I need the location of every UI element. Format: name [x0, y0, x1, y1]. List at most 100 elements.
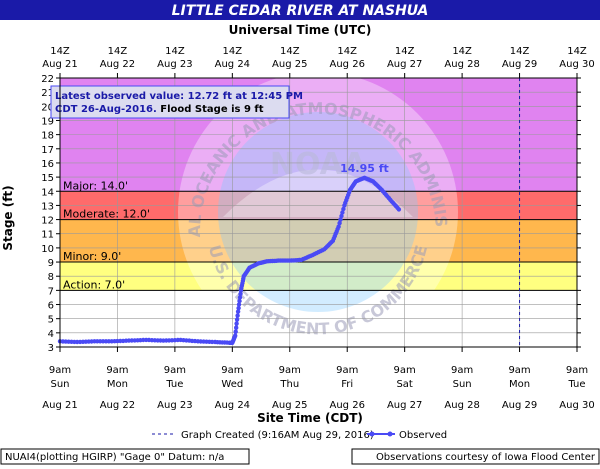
- x-tick-date: Aug 28: [444, 400, 479, 411]
- top-tick-time: 14Z: [223, 46, 243, 57]
- footer-right-box: [351, 448, 600, 465]
- x-tick-weekday: Sat: [396, 379, 412, 390]
- x-tick-time: 9am: [49, 365, 71, 376]
- category-label-major: Major: 14.0': [63, 179, 128, 192]
- info-box-frame: [50, 85, 290, 119]
- top-tick-date: Aug 22: [100, 59, 135, 70]
- legend-observed-marker: [369, 431, 375, 437]
- top-tick-time: 14Z: [108, 46, 128, 57]
- x-tick-date: Aug 25: [272, 400, 307, 411]
- x-tick-time: 9am: [451, 365, 473, 376]
- title-banner: [0, 0, 600, 20]
- x-tick-date: Aug 26: [330, 400, 365, 411]
- x-tick-date: Aug 24: [215, 400, 250, 411]
- info-flood-stage: CDT 26-Aug-2016. Flood Stage is 9 ft: [55, 104, 264, 115]
- x-tick-date: Aug 27: [387, 400, 422, 411]
- series-layer: 14.95 ft: [57, 162, 402, 345]
- observed-point: [236, 305, 241, 311]
- observed-point: [238, 291, 243, 297]
- info-latest-value: Latest observed value: 12.72 ft at 12:45…: [55, 91, 303, 102]
- observed-point: [233, 333, 238, 338]
- y-tick-label: 4: [48, 329, 54, 340]
- watermark-logo-text: NOAA: [270, 147, 367, 182]
- x-tick-time: 9am: [508, 365, 530, 376]
- x-tick-labels: 9am Sun Aug 21 9am Mon Aug 22 9am Tue Aug 23 9am W…: [42, 46, 594, 411]
- plot-frame: [59, 77, 578, 348]
- observed-point: [341, 206, 346, 212]
- x-tick-weekday: Fri: [341, 379, 353, 390]
- category-label-moderate: Moderate: 12.0': [63, 208, 150, 221]
- y-tick-label: 15: [41, 173, 54, 184]
- y-tick-label: 8: [48, 272, 54, 283]
- legend-created-label: Graph Created (9:16AM Aug 29, 2016): [181, 430, 374, 441]
- top-tick-date: Aug 29: [502, 59, 537, 70]
- footer-left-box: [0, 448, 250, 465]
- legend-observed-marker: [387, 431, 393, 437]
- observed-point: [236, 302, 242, 307]
- category-label-action: Action: 7.0': [63, 278, 125, 291]
- observed-point: [338, 217, 343, 222]
- y-tick-label: 9: [48, 258, 54, 269]
- x-tick-date: Aug 30: [559, 400, 594, 411]
- x-tick-date: Aug 21: [42, 400, 77, 411]
- flood-category-labels: Major: 14.0' Moderate: 12.0' Minor: 9.0' Ac…: [63, 179, 150, 291]
- x-tick-time: 9am: [221, 365, 243, 376]
- x-tick-time: 9am: [336, 365, 358, 376]
- x-tick-time: 9am: [394, 365, 416, 376]
- top-tick-time: 14Z: [50, 46, 70, 57]
- top-tick-date: Aug 25: [272, 59, 307, 70]
- top-tick-time: 14Z: [452, 46, 472, 57]
- top-tick-time: 14Z: [165, 46, 185, 57]
- top-tick-date: Aug 27: [387, 59, 422, 70]
- x-tick-weekday: Thu: [279, 379, 299, 390]
- x-tick-date: Aug 29: [502, 400, 537, 411]
- observed-point: [340, 210, 345, 215]
- top-tick-date: Aug 23: [157, 59, 192, 70]
- observed-point: [337, 220, 342, 226]
- top-tick-time: 14Z: [567, 46, 587, 57]
- peak-annotation: 14.95 ft: [340, 162, 389, 175]
- x-tick-date: Aug 22: [100, 400, 135, 411]
- top-tick-date: Aug 30: [559, 59, 594, 70]
- band-minor: [60, 219, 577, 263]
- x-tick-weekday: Sun: [50, 379, 69, 390]
- x-tick-weekday: Mon: [509, 379, 530, 390]
- observed-point: [336, 224, 341, 229]
- x-tick-weekday: Tue: [165, 379, 183, 390]
- observed-point: [233, 329, 238, 334]
- y-tick-label: 18: [41, 131, 54, 142]
- top-tick-time: 14Z: [395, 46, 415, 57]
- y-tick-label: 20: [41, 102, 54, 113]
- observed-point: [237, 298, 242, 304]
- y-axis-title: Stage (ft): [1, 185, 15, 250]
- observed-point: [234, 317, 240, 322]
- x-axis-title: Site Time (CDT): [257, 411, 363, 425]
- y-tick-label: 13: [41, 201, 54, 212]
- x-tick-time: 9am: [279, 365, 301, 376]
- x-tick-weekday: Mon: [107, 379, 128, 390]
- chart-title: LITTLE CEDAR RIVER AT NASHUA: [172, 3, 429, 19]
- x-tick-weekday: Tue: [567, 379, 585, 390]
- y-tick-label: 19: [41, 116, 54, 127]
- x-tick-weekday: Wed: [221, 379, 243, 390]
- footer-datum: NUAI4(plotting HGIRP) "Gage 0" Datum: n/…: [5, 452, 224, 463]
- x-tick-weekday: Sun: [453, 379, 472, 390]
- y-tick-label: 5: [48, 315, 54, 326]
- category-label-minor: Minor: 9.0': [63, 250, 121, 263]
- observed-point: [396, 207, 402, 212]
- watermark-disc: [178, 72, 458, 352]
- observed-point: [234, 321, 239, 326]
- y-tick-label: 10: [41, 244, 54, 255]
- y-tick-label: 16: [41, 159, 54, 170]
- latest-value-box: Latest observed value: 12.72 ft at 12:45…: [50, 85, 303, 119]
- observed-point: [235, 309, 241, 314]
- x-tick-time: 9am: [164, 365, 186, 376]
- top-tick-time: 14Z: [280, 46, 300, 57]
- top-tick-date: Aug 28: [444, 59, 479, 70]
- y-tick-label: 11: [41, 230, 54, 241]
- observed-point: [237, 295, 243, 300]
- legend: Graph Created (9:16AM Aug 29, 2016) Obse…: [152, 430, 447, 441]
- observed-point: [235, 313, 240, 318]
- observed-point: [234, 325, 239, 330]
